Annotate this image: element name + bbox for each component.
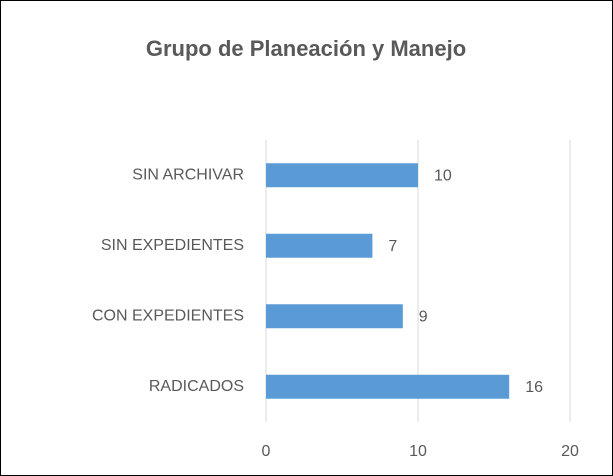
bar	[266, 233, 373, 258]
chart-title: Grupo de Planeación y Manejo	[146, 36, 466, 61]
y-tick-label: SIN EXPEDIENTES	[101, 237, 244, 254]
data-label: 16	[525, 379, 543, 396]
y-tick-label: RADICADOS	[149, 378, 244, 395]
y-tick-label: CON EXPEDIENTES	[92, 307, 244, 324]
x-tick-label: 10	[409, 443, 427, 460]
bar	[266, 304, 403, 329]
y-tick-label: SIN ARCHIVAR	[132, 166, 244, 183]
data-label: 7	[388, 238, 397, 255]
bar	[266, 163, 418, 188]
x-tick-label: 0	[262, 443, 271, 460]
data-label: 10	[434, 167, 452, 184]
x-tick-label: 20	[561, 443, 579, 460]
data-label: 9	[419, 308, 428, 325]
bar	[266, 374, 510, 399]
